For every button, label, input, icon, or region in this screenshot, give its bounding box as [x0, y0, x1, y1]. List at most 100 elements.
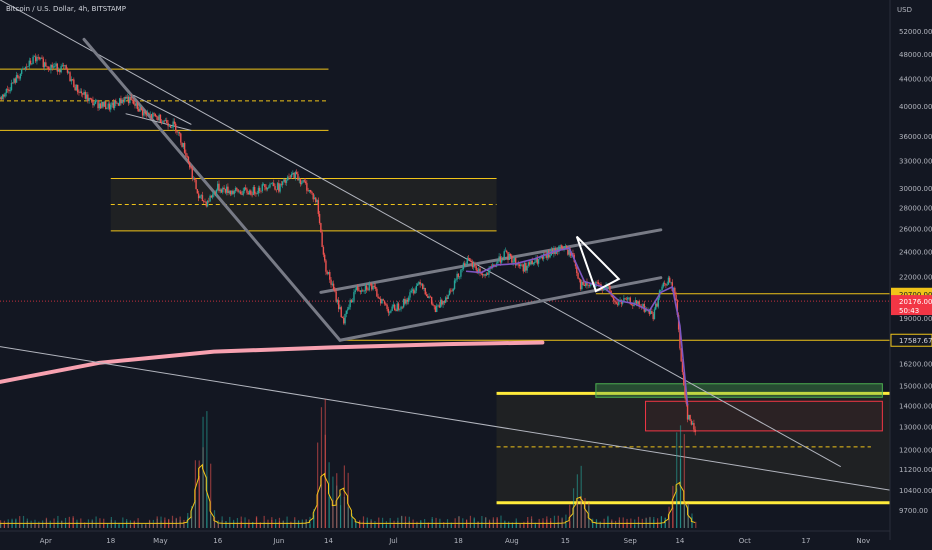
volume-bar — [179, 516, 181, 528]
candle-body — [301, 182, 303, 185]
candle-body — [597, 282, 600, 285]
volume-bar — [61, 520, 63, 528]
candle-body — [66, 69, 69, 73]
volume-bar — [488, 519, 491, 528]
trendline-2 — [82, 37, 342, 342]
candle-body — [377, 296, 379, 299]
candle-body — [567, 249, 569, 255]
x-tick-label: Aug — [505, 537, 519, 545]
candle-body — [294, 172, 297, 179]
candle-body — [660, 289, 662, 291]
candle-body — [238, 191, 241, 193]
candle-body — [564, 246, 567, 249]
volume-bar — [103, 522, 105, 528]
candle-body — [444, 297, 447, 303]
volume-bar — [145, 524, 147, 528]
candle-body — [204, 201, 206, 203]
candle-body — [129, 96, 131, 104]
candle-body — [433, 305, 435, 307]
volume-bar — [504, 521, 506, 528]
candle-body — [287, 176, 289, 181]
volume-bar — [542, 521, 544, 528]
candle-body — [303, 180, 306, 182]
volume-bar — [286, 522, 288, 528]
candle-body — [499, 256, 502, 263]
volume-bar — [592, 522, 594, 528]
volume-bar — [133, 521, 135, 528]
y-tick-label: 14000.00 — [899, 402, 932, 410]
candle-body — [472, 264, 475, 268]
candle-body — [348, 307, 350, 310]
box-zone-1 — [645, 400, 883, 432]
candle-body — [621, 301, 624, 304]
candle-body — [330, 279, 332, 285]
volume-bar — [538, 523, 540, 528]
candle-body — [691, 423, 694, 425]
candle-body — [336, 300, 339, 302]
candle-body — [12, 82, 14, 84]
candle-body — [521, 264, 523, 266]
candle-body — [460, 269, 462, 277]
volume-bar — [580, 496, 582, 528]
candle-body — [40, 57, 42, 59]
candle-body — [492, 264, 494, 267]
candle-body — [75, 84, 78, 91]
candle-body — [116, 103, 118, 104]
candle-body — [186, 155, 188, 157]
volume-bar — [3, 524, 6, 528]
candle-body — [281, 181, 284, 185]
candle-body — [242, 191, 244, 195]
volume-bar — [156, 516, 158, 528]
volume-bar — [221, 516, 223, 528]
candle-body — [539, 257, 541, 260]
candle-body — [158, 114, 160, 121]
candle-body — [530, 260, 532, 265]
candle-body — [220, 189, 223, 193]
candle-body — [19, 73, 22, 79]
candle-body — [308, 190, 311, 192]
candle-body — [48, 69, 51, 71]
candle-body — [78, 92, 80, 93]
volume-bar — [129, 524, 132, 528]
volume-bar — [355, 522, 357, 528]
candle-body — [227, 186, 229, 194]
candle-body — [609, 285, 611, 291]
candle-body — [675, 294, 677, 301]
candle-body — [199, 195, 201, 199]
volume-bar — [664, 517, 666, 528]
candle-body — [124, 96, 126, 102]
candle-body — [395, 310, 397, 312]
candle-body — [480, 273, 482, 274]
candle-body — [506, 250, 508, 253]
volume-bar — [87, 524, 90, 528]
candle-body — [316, 200, 318, 202]
candle-body — [451, 290, 453, 292]
volume-bar — [523, 524, 525, 528]
volume-bar — [439, 524, 441, 528]
candle-body — [382, 299, 384, 301]
candle-body — [401, 306, 404, 308]
candle-body — [122, 99, 125, 102]
volume-bars — [0, 399, 697, 528]
candle-body — [152, 113, 154, 118]
candle-body — [624, 298, 626, 299]
candle-body — [167, 123, 169, 127]
candle-body — [162, 120, 164, 123]
candle-body — [178, 131, 181, 134]
candle-body — [498, 256, 500, 262]
candle-body — [425, 294, 428, 296]
volume-bar — [656, 523, 659, 528]
volume-bar — [469, 522, 472, 528]
candle-body — [18, 77, 20, 79]
candle-body — [318, 213, 321, 224]
volume-bar — [213, 517, 216, 528]
y-tick-label: 48000.00 — [899, 51, 932, 59]
candle-body — [241, 193, 243, 195]
candle-body — [507, 252, 509, 261]
candle-body — [275, 189, 277, 191]
volume-bar — [233, 521, 235, 528]
volume-bar — [30, 520, 32, 528]
candle-body — [474, 264, 476, 267]
volume-bar — [202, 416, 204, 528]
